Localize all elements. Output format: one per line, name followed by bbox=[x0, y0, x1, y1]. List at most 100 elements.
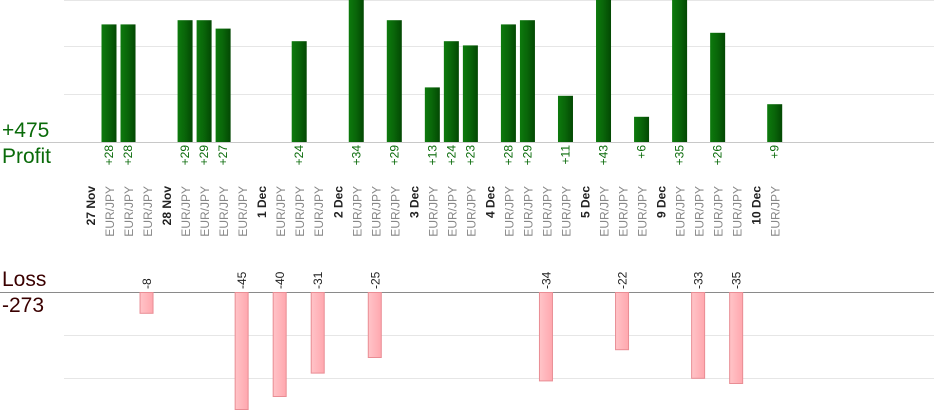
bars bbox=[101, 0, 783, 410]
loss-label: Loss bbox=[2, 268, 47, 291]
date-label: 4 Dec bbox=[483, 186, 497, 218]
pair-label: EUR/JPY bbox=[598, 186, 612, 237]
date-label: 9 Dec bbox=[655, 186, 669, 218]
loss-value-label: -25 bbox=[368, 271, 382, 289]
pair-label: EUR/JPY bbox=[540, 186, 554, 237]
profit-value-label: +34 bbox=[349, 145, 363, 166]
pair-label: EUR/JPY bbox=[502, 186, 516, 237]
profit-bar bbox=[386, 20, 402, 143]
date-label: 1 Dec bbox=[255, 186, 269, 218]
profit-value-label: +24 bbox=[444, 145, 458, 166]
profit-value-label: +28 bbox=[102, 145, 116, 166]
profit-value-label: +6 bbox=[635, 145, 649, 159]
date-label: 27 Nov bbox=[84, 186, 98, 226]
pair-label: EUR/JPY bbox=[617, 186, 631, 237]
gridlines bbox=[64, 0, 934, 379]
pair-label: EUR/JPY bbox=[388, 186, 402, 237]
pair-label: EUR/JPY bbox=[293, 186, 307, 237]
loss-value-label: -40 bbox=[273, 271, 287, 289]
profit-bar bbox=[767, 104, 783, 142]
profit-value-label: +35 bbox=[673, 145, 687, 166]
pair-label: EUR/JPY bbox=[198, 186, 212, 237]
pair-label: EUR/JPY bbox=[521, 186, 535, 237]
loss-value-label: -31 bbox=[311, 271, 325, 289]
loss-bar bbox=[691, 292, 706, 379]
profit-label: Profit bbox=[2, 145, 52, 168]
profit-value-label: +29 bbox=[178, 145, 192, 166]
profit-value-label: +29 bbox=[387, 145, 401, 166]
pair-label: EUR/JPY bbox=[731, 186, 745, 237]
loss-total: -273 bbox=[2, 294, 45, 317]
pair-label: EUR/JPY bbox=[369, 186, 383, 237]
pair-label: EUR/JPY bbox=[217, 186, 231, 237]
loss-value-label: -35 bbox=[730, 271, 744, 289]
loss-bar bbox=[367, 292, 382, 358]
loss-bar bbox=[729, 292, 744, 384]
profit-value-label: +9 bbox=[768, 145, 782, 159]
profit-value-label: +27 bbox=[216, 145, 230, 166]
profit-value-label: +29 bbox=[197, 145, 211, 166]
profit-bar bbox=[348, 0, 364, 143]
profit-bar bbox=[557, 95, 573, 142]
loss-bar bbox=[234, 292, 249, 410]
pair-label: EUR/JPY bbox=[350, 186, 364, 237]
profit-bar bbox=[500, 24, 516, 142]
profit-bar bbox=[291, 41, 307, 143]
pair-label: EUR/JPY bbox=[274, 186, 288, 237]
date-label: 28 Nov bbox=[160, 186, 174, 226]
pair-label: EUR/JPY bbox=[636, 186, 650, 237]
loss-value-label: -22 bbox=[616, 271, 630, 289]
pair-label: EUR/JPY bbox=[103, 186, 117, 237]
date-label: 3 Dec bbox=[407, 186, 421, 218]
axis-lines bbox=[0, 142, 934, 293]
profit-bar bbox=[424, 87, 440, 142]
profit-total: +475 bbox=[2, 119, 50, 142]
loss-value-label: -45 bbox=[235, 271, 249, 289]
loss-value-label: -8 bbox=[140, 278, 154, 289]
profit-bar bbox=[196, 20, 212, 143]
loss-bar bbox=[538, 292, 553, 382]
profit-bar bbox=[177, 20, 193, 143]
profit-value-label: +28 bbox=[501, 145, 515, 166]
pair-label: EUR/JPY bbox=[426, 186, 440, 237]
loss-value-label: -33 bbox=[692, 271, 706, 289]
pair-label: EUR/JPY bbox=[179, 186, 193, 237]
pair-label: EUR/JPY bbox=[445, 186, 459, 237]
date-label: 5 Dec bbox=[579, 186, 593, 218]
labels: 27 Nov EUR/JPY +28 EUR/JPY +28 EUR/JPY -8 28 No… bbox=[84, 145, 783, 289]
profit-bar bbox=[672, 0, 688, 142]
profit-value-label: +11 bbox=[558, 145, 572, 165]
pair-label: EUR/JPY bbox=[236, 186, 250, 237]
pair-label: EUR/JPY bbox=[559, 186, 573, 237]
profit-value-label: +24 bbox=[292, 145, 306, 166]
pair-label: EUR/JPY bbox=[712, 186, 726, 237]
profit-bar bbox=[634, 116, 650, 142]
profit-bar bbox=[596, 0, 612, 143]
pair-label: EUR/JPY bbox=[464, 186, 478, 237]
profit-value-label: +28 bbox=[121, 145, 135, 166]
profit-bar bbox=[443, 41, 459, 143]
profit-value-label: +23 bbox=[463, 145, 477, 166]
pair-label: EUR/JPY bbox=[674, 186, 688, 237]
profit-value-label: +43 bbox=[597, 145, 611, 166]
pair-label: EUR/JPY bbox=[141, 186, 155, 237]
profit-value-label: +29 bbox=[520, 145, 534, 166]
pair-label: EUR/JPY bbox=[312, 186, 326, 237]
date-label: 2 Dec bbox=[331, 186, 345, 218]
pair-label: EUR/JPY bbox=[122, 186, 136, 237]
pair-label: EUR/JPY bbox=[769, 186, 783, 237]
profit-value-label: +26 bbox=[711, 145, 725, 166]
loss-bar bbox=[272, 292, 287, 397]
profit-value-label: +13 bbox=[425, 145, 439, 166]
loss-bar bbox=[139, 292, 154, 314]
date-label: 10 Dec bbox=[750, 186, 764, 225]
profit-bar bbox=[215, 28, 231, 143]
loss-value-label: -34 bbox=[539, 271, 553, 289]
loss-bar bbox=[615, 292, 630, 351]
profit-bar bbox=[462, 45, 478, 142]
pair-label: EUR/JPY bbox=[693, 186, 707, 237]
loss-bar bbox=[310, 292, 325, 374]
profit-bar bbox=[519, 20, 535, 143]
profit-bar bbox=[101, 24, 117, 142]
